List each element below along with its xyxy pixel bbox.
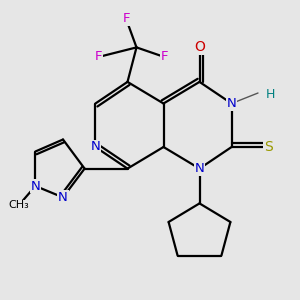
Text: N: N (91, 140, 100, 154)
Text: H: H (265, 88, 275, 101)
Text: S: S (264, 140, 273, 154)
Text: N: N (58, 191, 68, 204)
Text: F: F (161, 50, 168, 64)
Text: N: N (31, 179, 40, 193)
Text: N: N (195, 162, 204, 175)
Text: F: F (95, 50, 102, 64)
Text: N: N (227, 97, 236, 110)
Text: CH₃: CH₃ (8, 200, 29, 211)
Text: O: O (194, 40, 205, 54)
Text: F: F (122, 12, 130, 25)
